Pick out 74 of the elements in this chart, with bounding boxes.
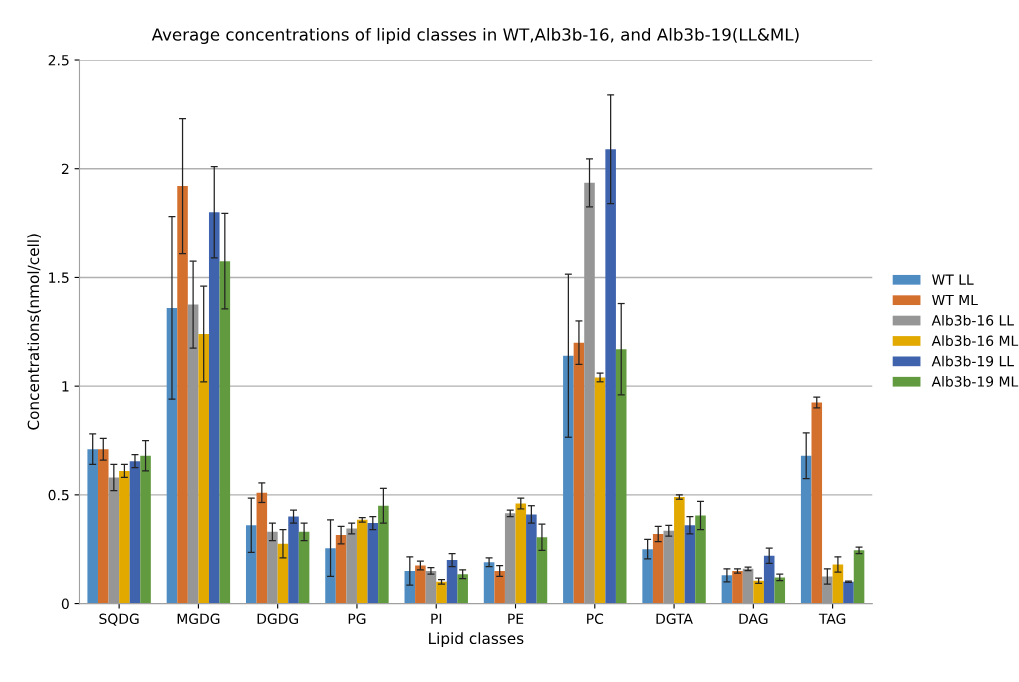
legend-label: Alb3b-19 LL [931,355,1014,367]
x-tick-label: PE [508,613,524,624]
bar [753,580,764,604]
bar [536,537,548,604]
bar [415,565,426,604]
bar [615,349,627,604]
bar [256,492,268,604]
bar [446,560,458,604]
y-tick-label: 1.5 [49,272,69,283]
y-tick-label: 0 [61,598,69,610]
bar [129,461,141,604]
x-tick-label: MGDG [177,613,220,625]
legend-label: WT LL [932,274,974,285]
bar [526,514,537,604]
bar [763,555,775,604]
x-tick-label: DAG [739,613,768,625]
bar [325,548,336,604]
bar [436,581,447,604]
bar [245,525,257,604]
bar [140,455,151,604]
bar [494,570,505,604]
bar [811,402,823,604]
bar [298,531,310,604]
bar [721,575,733,604]
bar [219,261,231,604]
x-tick-label: PC [587,613,604,625]
legend-label: Alb3b-16 ML [931,335,1019,347]
x-axis-title: Lipid classes [429,632,524,648]
x-tick-label: PG [348,613,366,625]
bar [483,562,495,604]
bar [378,505,389,604]
bar [642,549,653,604]
bar [367,523,379,604]
bar [515,503,527,604]
bar [843,581,854,604]
bar [457,574,468,604]
bar [573,342,585,604]
bar [605,149,616,604]
bar [853,550,865,604]
bar [97,449,109,604]
bar [335,535,347,604]
bar [800,455,812,604]
y-tick-label: 1 [62,381,69,392]
x-tick-label: TAG [818,613,846,625]
bar [356,519,368,604]
bar [563,355,574,604]
y-tick-label: 2.5 [48,54,69,66]
x-tick-label: DGTA [656,613,693,625]
bar [832,564,844,604]
x-tick-label: PI [431,613,442,624]
bar [732,570,743,604]
bar [166,307,178,604]
x-tick-label: DGDG [257,613,298,625]
bar [695,515,706,604]
bar [288,516,299,604]
x-tick-label: SQDG [99,613,139,626]
y-axis-title: Concentrations(nmol/cell) [27,234,41,430]
bar [277,543,289,604]
bar [208,212,220,604]
bar [177,186,188,604]
y-tick-label: 0.5 [48,489,69,501]
bar [198,333,209,604]
bar [674,497,685,604]
chart-title: Average concentrations of lipid classes in WT,Alb3b-16, and Alb3b-19(LL&ML) [151,27,799,45]
legend-label: Alb3b-19 ML [931,376,1019,387]
bar [87,449,98,604]
bar [119,470,130,604]
bar [684,525,696,604]
bar [594,377,606,604]
legend-label: Alb3b-16 LL [931,314,1014,326]
bar [774,577,786,604]
legend-label: WT ML [932,294,978,306]
y-tick-label: 2 [61,163,69,174]
bar [652,534,664,604]
